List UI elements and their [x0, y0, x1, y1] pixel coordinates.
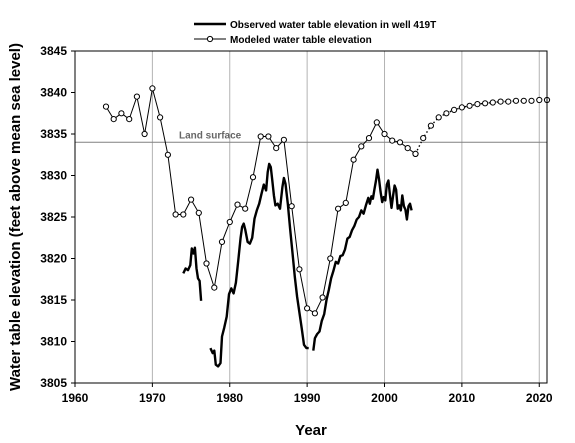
data-point [365, 135, 373, 142]
data-point [311, 310, 318, 317]
data-point [497, 98, 504, 105]
data-point [458, 104, 465, 111]
data-point [273, 145, 280, 152]
data-point [133, 93, 140, 100]
legend-label-observed: Observed water table elevation in well 4… [230, 20, 436, 31]
projected-line [414, 99, 547, 155]
data-point [304, 305, 311, 312]
y-tick-label: 3835 [40, 127, 67, 141]
data-point [342, 199, 349, 206]
data-point [257, 133, 264, 140]
observed-line-segment [209, 162, 309, 368]
data-point [195, 209, 202, 216]
data-point [420, 135, 427, 142]
data-point [528, 97, 535, 104]
series [102, 85, 551, 368]
y-tick-label: 3845 [40, 44, 67, 58]
data-point [288, 203, 295, 210]
data-point [350, 156, 357, 163]
data-point [381, 130, 388, 138]
data-point [234, 201, 241, 208]
y-tick-label: 3815 [40, 293, 67, 307]
x-tick-label: 1970 [139, 391, 166, 405]
data-point [226, 218, 233, 226]
data-point [211, 284, 218, 291]
series-1 [102, 85, 419, 317]
data-point [319, 294, 326, 301]
legend-item-modeled: Modeled water table elevation [194, 35, 372, 46]
data-point [218, 238, 226, 245]
y-tick-label: 3810 [40, 335, 67, 349]
y-tick-label: 3820 [40, 252, 67, 266]
x-axis-title: Year [295, 422, 327, 439]
data-point [188, 196, 195, 203]
data-point [520, 97, 527, 104]
data-point [172, 211, 179, 218]
x-tick-label: 1990 [294, 391, 321, 405]
data-point [280, 136, 287, 143]
data-point [412, 150, 419, 157]
plot-frame [74, 50, 548, 384]
land-surface-label: Land surface [179, 130, 242, 141]
data-point [327, 255, 334, 262]
x-tick-label: 2000 [371, 391, 398, 405]
data-point [164, 151, 171, 158]
x-tick-label: 1960 [62, 391, 89, 405]
series-2 [412, 96, 551, 157]
data-point [102, 103, 110, 110]
data-point [335, 205, 342, 212]
legend-item-observed: Observed water table elevation in well 4… [194, 20, 436, 31]
y-tick-label: 3805 [40, 376, 67, 390]
data-point [396, 139, 404, 146]
x-tick-label: 2020 [526, 391, 553, 405]
data-point [358, 143, 365, 150]
data-point [489, 99, 496, 106]
data-point [242, 205, 249, 212]
data-point [149, 85, 156, 92]
gridlines [151, 51, 540, 383]
y-tick-label: 3830 [40, 169, 67, 183]
data-point [296, 266, 303, 273]
data-point [512, 97, 520, 104]
axis-ticks: 1960 1970 1980 1990 2000 2010 2020 3805 3810 3815… [40, 44, 553, 405]
data-point [435, 114, 442, 121]
data-point [466, 102, 473, 109]
data-point [536, 96, 543, 104]
data-point [427, 122, 434, 129]
series-0 [182, 162, 413, 368]
data-point [249, 174, 257, 181]
y-tick-label: 3825 [40, 210, 67, 224]
legend: Observed water table elevation in well 4… [194, 20, 436, 46]
data-point [389, 137, 396, 144]
data-point [110, 116, 117, 123]
data-point [157, 114, 164, 121]
land-surface-annotation: Land surface [75, 130, 547, 143]
legend-marker-modeled [206, 35, 214, 43]
y-axis-title: Water table elevation (feet above mean s… [7, 43, 24, 391]
data-point [141, 130, 148, 138]
data-point [126, 116, 133, 123]
data-point [180, 211, 187, 218]
data-point [443, 110, 450, 117]
data-point [451, 106, 458, 114]
y-tick-label: 3840 [40, 86, 67, 100]
data-point [404, 145, 411, 152]
data-point [265, 133, 272, 140]
data-point [118, 110, 125, 117]
legend-label-modeled: Modeled water table elevation [230, 35, 372, 46]
observed-line-segment [312, 168, 413, 351]
x-tick-label: 1980 [216, 391, 243, 405]
x-tick-label: 2010 [449, 391, 476, 405]
data-point [474, 101, 481, 108]
data-point [203, 260, 210, 267]
data-point [505, 98, 512, 105]
data-point [373, 119, 380, 126]
observed-line-segment [182, 246, 203, 301]
data-point [482, 100, 489, 107]
